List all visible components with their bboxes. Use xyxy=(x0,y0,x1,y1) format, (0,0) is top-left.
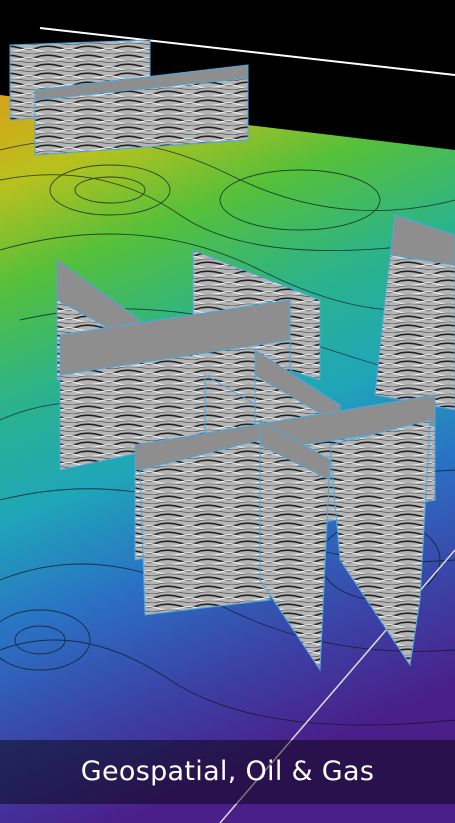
bounding-line xyxy=(39,27,455,76)
caption: Geospatial, Oil & Gas xyxy=(80,756,375,787)
caption-band xyxy=(0,740,455,804)
seismic-panels xyxy=(9,39,455,672)
